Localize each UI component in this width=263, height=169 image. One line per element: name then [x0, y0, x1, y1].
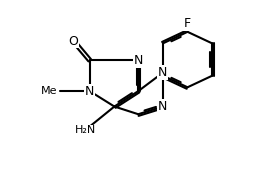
Text: O: O [69, 35, 79, 47]
Text: N: N [158, 66, 168, 79]
Text: F: F [184, 17, 191, 30]
Text: Me: Me [41, 86, 57, 96]
Text: N: N [134, 54, 143, 67]
Text: N: N [158, 100, 168, 113]
Text: H₂N: H₂N [74, 125, 96, 135]
Text: N: N [85, 85, 94, 98]
